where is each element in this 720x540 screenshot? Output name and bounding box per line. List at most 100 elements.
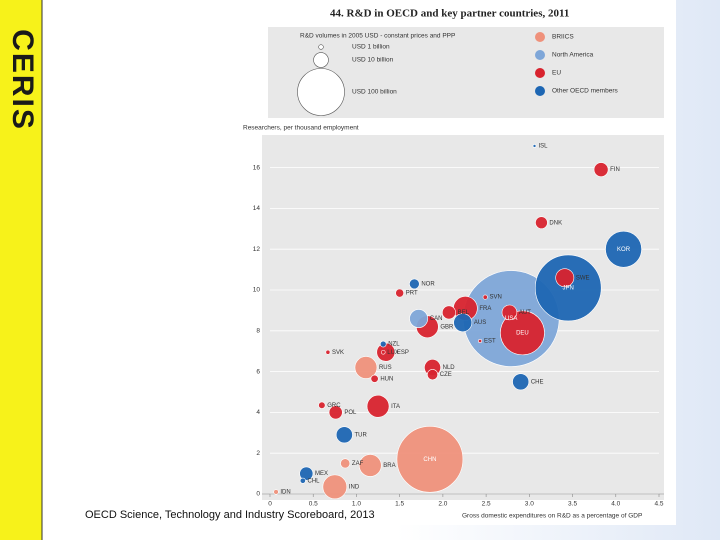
y-tick-label: 16 bbox=[253, 164, 261, 171]
legend-swatch bbox=[535, 86, 545, 96]
bubble bbox=[370, 374, 379, 383]
bubble-label: EST bbox=[484, 339, 496, 345]
size-legend-circle bbox=[297, 68, 345, 116]
bubble bbox=[501, 304, 518, 321]
bubble bbox=[441, 305, 456, 320]
bubble-label: FIN bbox=[610, 167, 620, 173]
y-tick-label: 2 bbox=[256, 450, 260, 457]
y-tick-label: 12 bbox=[253, 246, 261, 253]
size-legend-circle bbox=[313, 52, 329, 68]
bubble bbox=[325, 349, 331, 355]
bubble bbox=[534, 254, 602, 322]
bubble bbox=[380, 349, 386, 355]
x-axis-label: Gross domestic expenditures on R&D as a … bbox=[462, 513, 642, 520]
bubble bbox=[409, 278, 420, 290]
bubble bbox=[500, 310, 545, 356]
x-tick-label: 4.5 bbox=[654, 501, 663, 508]
bubble-label: POL bbox=[344, 410, 357, 416]
size-legend-title: R&D volumes in 2005 USD - constant price… bbox=[300, 33, 455, 40]
bubble-label: AUT bbox=[519, 310, 531, 316]
bubble bbox=[396, 426, 464, 493]
bubble bbox=[354, 356, 378, 379]
bubble-label: ISL bbox=[539, 144, 549, 150]
bubble-label: GBR bbox=[440, 324, 454, 330]
bubble-label: KOR bbox=[617, 247, 631, 253]
bubble-label: SWE bbox=[576, 275, 590, 281]
bubble-label: CHE bbox=[531, 379, 544, 385]
bubble-label: CHN bbox=[423, 457, 436, 463]
x-tick-label: 1.0 bbox=[352, 501, 361, 508]
bubble-label: NOR bbox=[421, 281, 435, 287]
x-tick-label: 4.0 bbox=[611, 501, 620, 508]
bubble-label: NLD bbox=[443, 365, 456, 371]
chart-title: 44. R&D in OECD and key partner countrie… bbox=[330, 8, 569, 20]
bubble-label: NZL bbox=[388, 342, 400, 348]
bubble bbox=[379, 340, 387, 348]
size-legend-label: USD 1 billion bbox=[352, 44, 390, 51]
x-tick-label: 1.5 bbox=[395, 501, 404, 508]
bubble bbox=[593, 162, 609, 177]
logo-strip bbox=[0, 0, 42, 540]
bubble bbox=[299, 466, 314, 481]
x-tick-label: 3.0 bbox=[525, 501, 534, 508]
legend-label: EU bbox=[552, 70, 561, 77]
x-tick-label: 2.5 bbox=[482, 501, 491, 508]
bubble-label: ZAF bbox=[352, 461, 364, 467]
y-tick-label: 10 bbox=[253, 287, 261, 294]
bubble-label: CZE bbox=[440, 372, 452, 378]
size-legend-label: USD 100 billion bbox=[352, 89, 397, 96]
bubble-label: ITA bbox=[391, 404, 400, 410]
bubble-label: HUN bbox=[380, 376, 393, 382]
bubble-label: DNK bbox=[549, 220, 562, 226]
bubble-label: TUR bbox=[354, 432, 367, 438]
bubble-label: AUS bbox=[474, 320, 486, 326]
bubble-label: CHL bbox=[308, 478, 321, 484]
bubble-label: IDN bbox=[280, 490, 290, 496]
bubble-label: BRA bbox=[383, 463, 395, 469]
bubble bbox=[532, 144, 537, 148]
bubble-label: MEX bbox=[315, 471, 328, 477]
x-tick-label: 2.0 bbox=[438, 501, 447, 508]
bubble bbox=[299, 477, 306, 484]
bubble bbox=[395, 288, 405, 298]
legend-label: Other OECD members bbox=[552, 88, 618, 95]
bubble bbox=[335, 426, 353, 444]
y-tick-label: 14 bbox=[253, 205, 261, 212]
bubble-label: PRT bbox=[406, 291, 418, 297]
bubble bbox=[453, 313, 473, 333]
legend-swatch bbox=[535, 50, 545, 60]
bubble bbox=[478, 339, 483, 343]
y-tick-label: 8 bbox=[256, 328, 260, 335]
bubble-label: JPN bbox=[563, 286, 574, 292]
legend-label: North America bbox=[552, 52, 594, 59]
x-tick-label: 0.5 bbox=[309, 501, 318, 508]
bubble bbox=[482, 294, 488, 300]
bubble bbox=[366, 394, 390, 418]
logo: CERIS bbox=[6, 29, 39, 131]
bubble-label: LUX bbox=[387, 350, 399, 356]
bubble-label: USA bbox=[505, 316, 517, 322]
footer: OECD Science, Technology and Industry Sc… bbox=[85, 509, 375, 521]
bubble-label: DEU bbox=[516, 330, 529, 336]
size-legend-label: USD 10 billion bbox=[352, 57, 394, 64]
y-tick-label: 0 bbox=[256, 491, 260, 498]
legend-swatch bbox=[535, 68, 545, 78]
bubble-label: GRC bbox=[327, 403, 341, 409]
bubble-label: SVK bbox=[332, 350, 344, 356]
bubble bbox=[605, 230, 642, 268]
bubble bbox=[426, 369, 439, 381]
y-axis-label: Researchers, per thousand employment bbox=[243, 125, 359, 132]
bubble-label: IND bbox=[349, 484, 360, 490]
bubble-label: SVN bbox=[489, 295, 501, 301]
bubble bbox=[340, 458, 351, 469]
bubble bbox=[512, 373, 530, 391]
bubble bbox=[328, 405, 343, 420]
bubble bbox=[273, 489, 279, 495]
bubble-label: RUS bbox=[379, 365, 392, 371]
bubble bbox=[535, 216, 548, 229]
legend-swatch bbox=[535, 32, 545, 42]
x-tick-label: 3.5 bbox=[568, 501, 577, 508]
bubble bbox=[322, 474, 348, 500]
bubble-label: ESP bbox=[397, 350, 409, 356]
